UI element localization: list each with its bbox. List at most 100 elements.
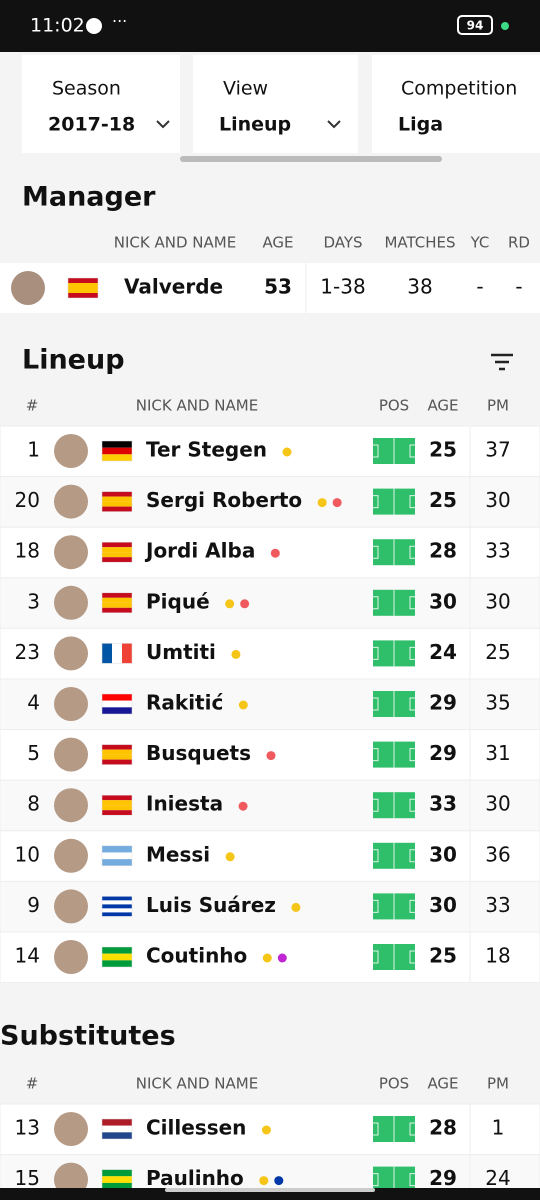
flag-stripe (102, 744, 132, 750)
player-pm: 36 (485, 842, 510, 866)
flag-stripe (102, 441, 132, 448)
column-header: NICK AND NAME (136, 1075, 258, 1093)
player-row[interactable] (0, 577, 540, 629)
player-number: 13 (15, 1116, 40, 1140)
flag-border (101, 592, 133, 614)
flag-stripe (102, 795, 132, 801)
flag-stripe (102, 947, 132, 954)
player-row[interactable] (0, 425, 540, 478)
player-age: 28 (429, 539, 457, 563)
flag-stripe (102, 759, 132, 765)
column-header: PM (487, 1075, 509, 1093)
flag-border (101, 693, 133, 715)
player-name: Sergi Roberto (146, 488, 302, 512)
pitch-lines (373, 741, 415, 768)
card-dot (291, 902, 301, 912)
flag-stripe (102, 700, 132, 708)
filter-icon[interactable] (491, 353, 513, 371)
player-pm: 33 (485, 539, 510, 563)
flag-stripe (102, 754, 132, 760)
manager-name: Valverde (124, 275, 223, 299)
player-number: 20 (15, 488, 40, 512)
flag-stripe (102, 597, 132, 603)
column-header: NICK AND NAME (114, 234, 236, 252)
flag-stripe (102, 602, 132, 608)
player-name: Luis Suárez (146, 893, 276, 917)
player-row[interactable] (0, 678, 540, 731)
column-header: POS (379, 397, 409, 415)
card-dot (274, 1176, 284, 1186)
flag-stripe (102, 1125, 132, 1133)
player-pm: 31 (485, 741, 510, 765)
flag-stripe (102, 896, 132, 901)
player-row[interactable] (0, 627, 540, 680)
player-pm: 33 (485, 893, 510, 917)
player-row[interactable] (0, 830, 540, 882)
battery-level: 94 (467, 19, 484, 33)
flag-stripe (102, 749, 132, 755)
flag-stripe (102, 491, 132, 497)
flag-stripe (102, 912, 132, 917)
card-dot (240, 599, 250, 609)
card-dot (282, 447, 292, 457)
player-age: 25 (429, 438, 457, 462)
flag-border (101, 845, 133, 867)
player-age: 30 (429, 589, 457, 613)
pitch-lines (373, 691, 415, 717)
battery (457, 15, 493, 35)
flag-stripe (102, 1169, 132, 1177)
player-number: 3 (27, 589, 40, 613)
filter-value: 2017-18 (48, 114, 135, 136)
column-header: # (26, 397, 39, 415)
scrollbar (180, 156, 442, 162)
pitch-lines (373, 842, 415, 869)
section-title: Lineup (22, 345, 125, 376)
player-pm: 25 (485, 640, 510, 664)
flag-stripe (102, 447, 132, 455)
card-dot (225, 599, 235, 609)
flag-border (101, 1118, 133, 1140)
flag-stripe (102, 805, 132, 811)
player-pm: 30 (485, 488, 510, 512)
player-age: 33 (429, 792, 457, 816)
player-pm: 30 (485, 589, 510, 613)
column-header: AGE (427, 397, 458, 415)
column-header: # (26, 1075, 39, 1093)
flag-border (67, 277, 99, 299)
flag-stripe (102, 506, 132, 512)
flag-border (101, 794, 133, 816)
pitch-lines (373, 1116, 415, 1142)
filter-label: Competition (401, 78, 517, 100)
filter-card[interactable] (372, 55, 540, 153)
lineup-bg (0, 330, 540, 426)
flag-stripe (102, 953, 132, 961)
player-name: Iniesta (146, 792, 223, 816)
card-dot (262, 953, 272, 963)
player-row[interactable] (0, 779, 540, 832)
flag-stripe (102, 547, 132, 553)
column-header: PM (487, 397, 509, 415)
card-dot (317, 498, 327, 508)
flag-stripe (102, 454, 132, 461)
player-number: 8 (27, 792, 40, 816)
dropdown-icon (327, 120, 341, 129)
avatar (54, 484, 88, 519)
avatar (54, 535, 88, 570)
flag-stripe (102, 960, 132, 967)
card-dot (238, 700, 248, 710)
filter-card[interactable] (22, 55, 180, 153)
player-age: 28 (429, 1116, 457, 1140)
filter-card[interactable] (193, 55, 358, 153)
flag-border (101, 744, 133, 765)
indicator (501, 22, 509, 30)
flag-stripe (102, 900, 132, 905)
column-header: POS (379, 1075, 409, 1093)
flag-stripe (102, 852, 132, 860)
player-row[interactable] (0, 476, 540, 528)
avatar (54, 1112, 88, 1146)
player-age: 29 (429, 741, 457, 765)
filter-value: Lineup (219, 114, 291, 136)
column-header: DAYS (323, 234, 362, 252)
player-age: 29 (429, 1166, 457, 1190)
avatar (54, 940, 88, 974)
